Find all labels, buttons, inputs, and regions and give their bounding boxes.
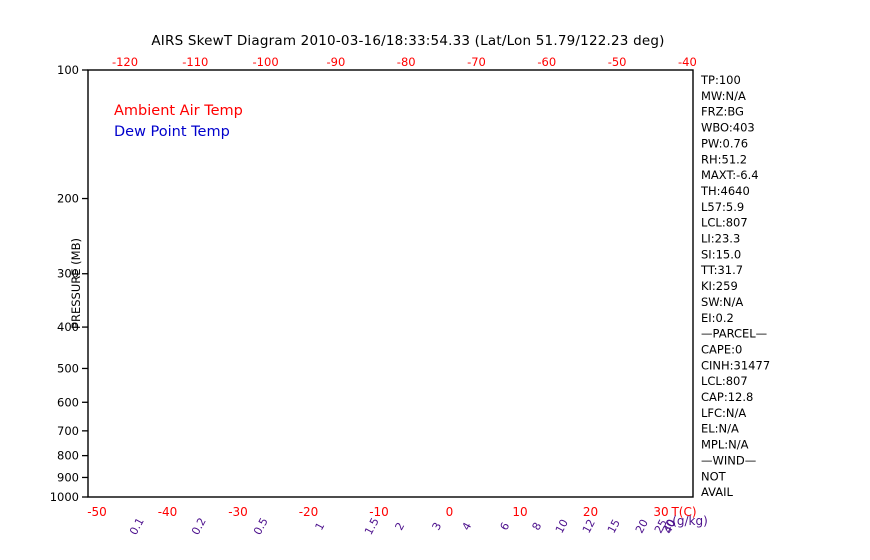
parameter-item: SW:N/A [701,295,743,309]
mixing-ratio-tick-label: 0.2 [189,516,209,538]
legend-label: Ambient Air Temp [114,103,243,119]
bottom-temp-tick-label: -40 [158,505,178,519]
mixing-ratio-tick-label: 40 [661,517,679,535]
mixing-ratio-tick-label: 15 [605,517,623,535]
bottom-temp-tick-label: -50 [87,505,107,519]
parameter-item: TH:4640 [700,184,750,198]
temp-unit-label: T(C) [670,505,696,519]
top-temp-tick-label: -50 [608,55,627,69]
mixing-ratio-tick-label: 3 [430,520,445,532]
mixing-ratio-tick-label: 20 [633,517,651,535]
parameter-item: EL:N/A [701,422,739,436]
parameter-item: FRZ:BG [701,105,744,119]
parameter-item: EI:0.2 [701,311,734,325]
mixing-ratio-tick-label: 8 [530,520,545,532]
parameter-item: L57:5.9 [701,200,744,214]
parameter-item: PW:0.76 [701,136,748,150]
mixing-ratio-tick-label: 0.5 [251,516,271,538]
parameter-item: LI:23.3 [701,232,740,246]
top-temp-tick-label: -40 [678,55,697,69]
parameter-item: RH:51.2 [701,152,747,166]
mixing-ratio-tick-label: 30 [660,517,678,535]
bottom-temp-tick-label: -10 [369,505,389,519]
top-temp-tick-label: -90 [327,55,346,69]
mixing-ratio-tick-label: 4 [460,520,475,532]
parameter-item: —PARCEL— [701,327,767,341]
pressure-tick-label: 700 [57,424,79,438]
top-temp-tick-label: -60 [537,55,556,69]
mixing-ratio-tick-label: 1 [313,520,328,532]
mixing-ratio-tick-label: 10 [553,517,571,535]
parameter-item: CINH:31477 [701,358,770,372]
parameter-item: SI:15.0 [701,247,741,261]
pressure-tick-label: 600 [57,395,79,409]
top-temp-tick-label: -70 [467,55,486,69]
mixing-ratio-tick-label: 6 [498,520,513,532]
bottom-temp-tick-label: -20 [299,505,319,519]
parameter-item: CAP:12.8 [701,390,753,404]
pressure-tick-label: 400 [57,320,79,334]
mixing-ratio-tick-label: 2 [393,520,408,532]
parameter-item: KI:259 [701,279,738,293]
top-temp-tick-label: -100 [253,55,279,69]
pressure-axis-label: PRESSURE (MB) [69,238,83,329]
bottom-temp-tick-label: 30 [653,505,668,519]
top-temp-tick-label: -120 [112,55,138,69]
pressure-tick-label: 300 [57,267,79,281]
pressure-tick-label: 900 [57,470,79,484]
parameter-item: TT:31.7 [700,263,743,277]
pressure-tick-label: 100 [57,63,79,77]
bottom-temp-tick-label: -30 [228,505,248,519]
page-title: AIRS SkewT Diagram 2010-03-16/18:33:54.3… [151,33,665,49]
parameter-item: CAPE:0 [701,342,742,356]
parameter-item: MPL:N/A [701,438,749,452]
top-temp-tick-label: -110 [182,55,208,69]
parameter-item: MAXT:-6.4 [701,168,759,182]
pressure-tick-label: 500 [57,361,79,375]
parameter-item: LCL:807 [701,374,748,388]
bottom-temp-tick-label: 20 [583,505,598,519]
pressure-tick-label: 1000 [50,490,79,504]
parameter-item: WBO:403 [701,121,755,135]
mixing-ratio-unit-label: (g/kg) [672,514,708,528]
mixing-ratio-tick-label: 12 [580,517,598,535]
parameter-item: NOT [701,469,727,483]
parameter-item: AVAIL [701,485,734,499]
parameter-item: LFC:N/A [701,406,746,420]
top-temp-tick-label: -80 [397,55,416,69]
bottom-temp-tick-label: 0 [446,505,454,519]
parameter-item: LCL:807 [701,216,748,230]
pressure-tick-label: 200 [57,192,79,206]
legend-label: Dew Point Temp [114,124,230,140]
parameter-item: TP:100 [700,73,741,87]
mixing-ratio-tick-label: 25 [652,517,670,535]
bottom-temp-tick-label: 10 [512,505,527,519]
parameter-item: —WIND— [701,453,756,467]
pressure-tick-label: 800 [57,449,79,463]
parameter-item: MW:N/A [701,89,746,103]
mixing-ratio-tick-label: 0.1 [127,516,147,538]
